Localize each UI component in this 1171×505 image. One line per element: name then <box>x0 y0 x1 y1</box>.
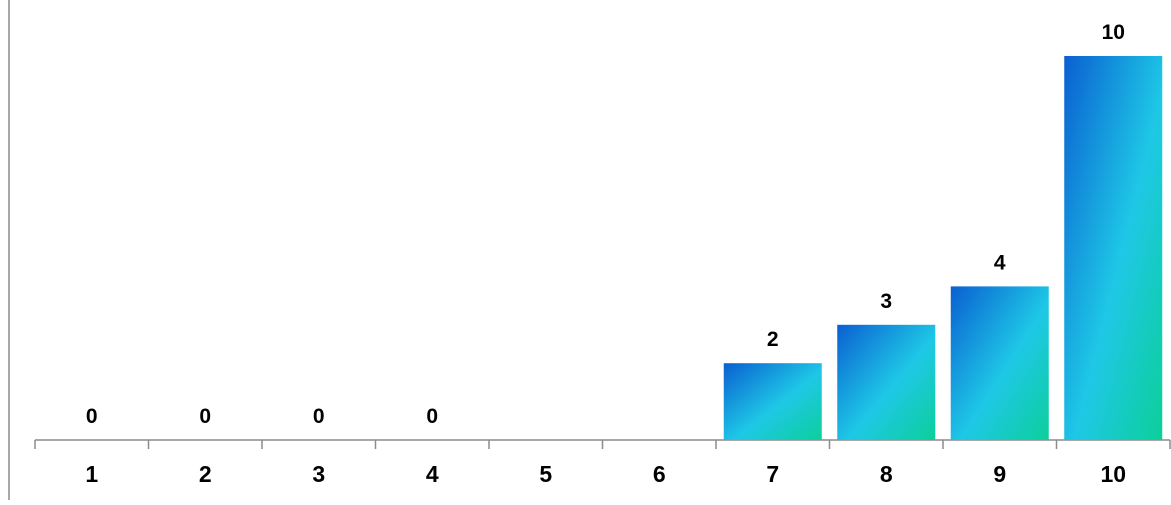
x-axis-ticks <box>34 440 1171 449</box>
data-label-9: 4 <box>994 251 1006 274</box>
data-label-4: 0 <box>426 405 438 428</box>
x-tick-label-2: 2 <box>199 461 212 487</box>
x-tick-label-8: 8 <box>880 461 893 487</box>
bar-8 <box>837 324 936 440</box>
x-tick-label-1: 1 <box>85 461 98 487</box>
x-tick-label-10: 10 <box>1100 461 1126 487</box>
bars <box>723 56 1163 440</box>
x-tick-label-7: 7 <box>766 461 779 487</box>
bar-10 <box>1064 56 1163 440</box>
x-tick-labels: 1 2 3 4 5 6 7 8 9 10 <box>85 461 1126 487</box>
x-tick-label-4: 4 <box>426 461 439 487</box>
x-tick-label-5: 5 <box>539 461 552 487</box>
data-label-7: 2 <box>767 328 779 351</box>
bar-9 <box>950 286 1049 440</box>
x-tick-label-3: 3 <box>312 461 325 487</box>
x-tick-label-9: 9 <box>993 461 1006 487</box>
data-label-10: 10 <box>1102 21 1125 44</box>
data-label-8: 3 <box>880 290 892 313</box>
data-label-2: 0 <box>199 405 211 428</box>
data-labels: 0 0 0 0 2 3 4 10 <box>86 21 1125 428</box>
bar-7 <box>723 363 822 440</box>
x-tick-label-6: 6 <box>653 461 666 487</box>
data-label-3: 0 <box>313 405 325 428</box>
data-label-1: 0 <box>86 405 98 428</box>
